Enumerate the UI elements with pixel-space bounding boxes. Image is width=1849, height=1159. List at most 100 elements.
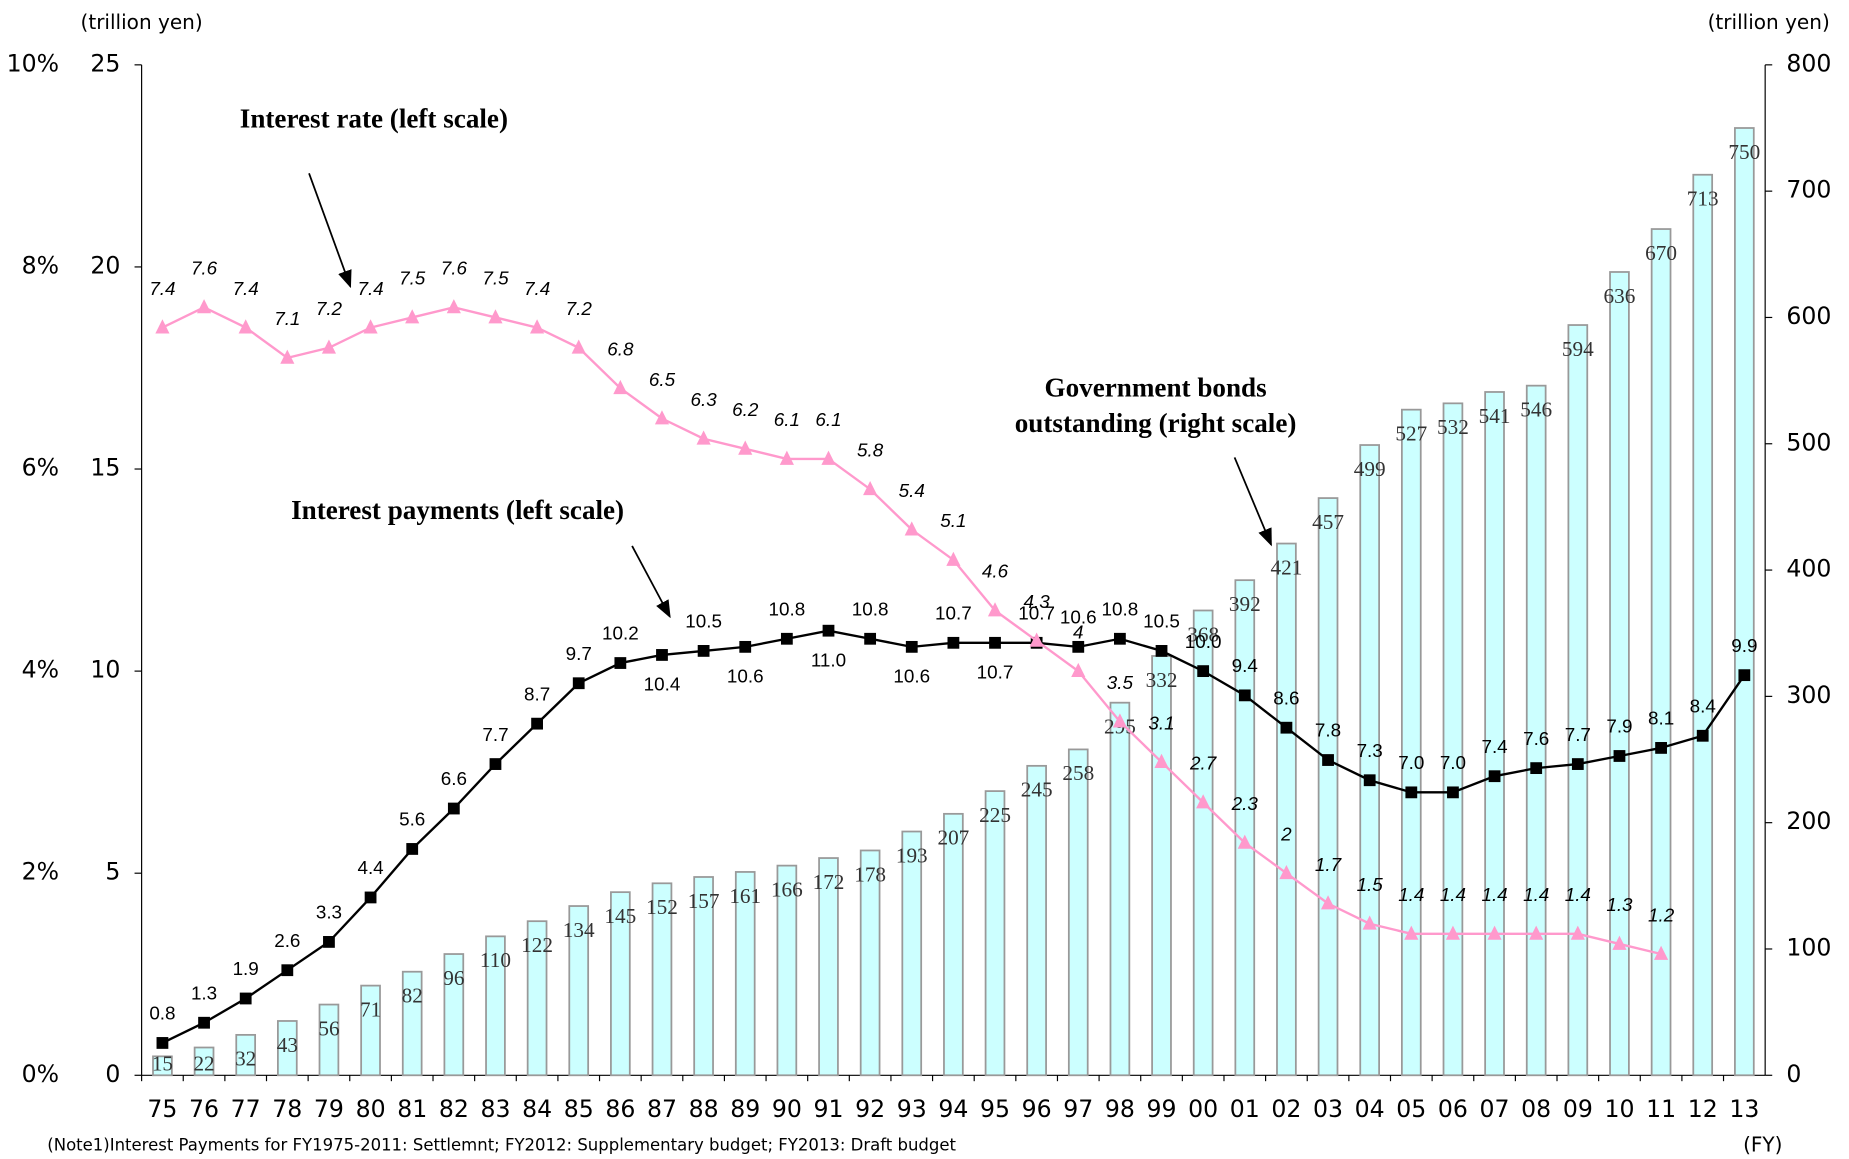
marker [1571, 758, 1584, 770]
payment-label: 10.8 [1102, 598, 1139, 619]
rate-label: 6.2 [732, 399, 759, 420]
x-tick-label: 83 [480, 1095, 510, 1123]
rate-label: 1.4 [1398, 884, 1424, 905]
bar-label: 368 [1187, 622, 1219, 646]
bar [1692, 173, 1714, 1077]
bar [235, 1033, 257, 1077]
bar-label: 15 [152, 1052, 173, 1076]
y-pct-tick-label: 2% [22, 858, 59, 886]
marker [1362, 915, 1377, 930]
x-tick-label: 89 [730, 1095, 760, 1123]
rate-label: 4 [1073, 621, 1084, 642]
payment-label: 10.7 [935, 603, 972, 624]
x-tick-label: 11 [1646, 1095, 1676, 1123]
marker [1072, 640, 1085, 653]
rate-label: 7.4 [149, 278, 175, 299]
bar [859, 849, 881, 1077]
marker [488, 309, 503, 324]
rate-label: 2 [1280, 823, 1292, 844]
x-tick-label: 01 [1230, 1095, 1260, 1123]
marker [1238, 689, 1251, 702]
payment-label: 5.6 [399, 809, 425, 830]
x-tick-label: 13 [1729, 1095, 1759, 1123]
marker [779, 450, 794, 465]
bar-label: 161 [729, 884, 761, 908]
bar-label: 172 [813, 870, 845, 894]
bar-label: 258 [1062, 761, 1094, 785]
rate-label: 2.7 [1189, 753, 1218, 774]
payment-label: 10.0 [1185, 631, 1222, 652]
payment-label: 7.4 [1481, 736, 1507, 757]
bar-label: 546 [1520, 397, 1552, 421]
x-tick-label: 75 [147, 1095, 177, 1123]
x-tick-label: 82 [439, 1095, 469, 1123]
bar-label: 499 [1354, 457, 1386, 481]
payment-label: 10.5 [685, 611, 722, 632]
x-tick-label: 09 [1563, 1095, 1593, 1123]
x-tick-label: 94 [938, 1095, 968, 1123]
bar [1234, 579, 1256, 1077]
bar [776, 864, 798, 1077]
marker [863, 480, 878, 496]
marker [1029, 632, 1044, 647]
rate-label: 1.3 [1606, 894, 1633, 915]
rate-label: 6.1 [815, 409, 841, 430]
marker [613, 379, 628, 395]
marker [531, 717, 543, 730]
payment-label: 8.4 [1690, 695, 1716, 716]
bar [318, 1003, 340, 1077]
rate-label: 1.7 [1315, 854, 1343, 875]
payment-label: 7.0 [1440, 752, 1466, 773]
bar-label: 82 [402, 984, 423, 1008]
y-tick-label: 25 [90, 49, 120, 77]
bar [1609, 271, 1630, 1077]
bar-label: 145 [604, 904, 636, 928]
bar [152, 1055, 173, 1077]
marker [904, 521, 919, 536]
bar-label: 713 [1687, 187, 1719, 211]
x-tick-label: 06 [1438, 1095, 1468, 1123]
bar-label: 71 [360, 997, 381, 1021]
marker [1529, 925, 1544, 940]
marker [946, 551, 961, 566]
bar [1026, 764, 1047, 1077]
marker [1112, 713, 1127, 728]
marker [530, 319, 545, 334]
marker [489, 758, 502, 770]
rate-label: 7.6 [441, 258, 468, 279]
marker [239, 992, 252, 1005]
payment-label: 10.7 [1018, 603, 1055, 624]
bar-label: 527 [1395, 421, 1427, 445]
bar [734, 871, 756, 1077]
marker [572, 677, 585, 690]
marker [406, 843, 419, 855]
marker [1405, 786, 1418, 799]
x-tick-label: 90 [772, 1095, 802, 1123]
payment-label: 10.7 [977, 661, 1014, 682]
marker [822, 624, 835, 637]
bar-label: 750 [1728, 140, 1760, 164]
marker [656, 649, 668, 661]
rate-label: 6.5 [649, 369, 676, 390]
marker [821, 450, 836, 465]
payment-label: 7.3 [1357, 740, 1383, 761]
x-tick-label: 79 [314, 1095, 344, 1123]
y-tick-label: 15 [90, 454, 120, 482]
marker [280, 349, 295, 364]
rate-label: 7.4 [233, 278, 259, 299]
bar-label: 110 [480, 948, 511, 972]
payment-label: 8.1 [1648, 708, 1674, 729]
payment-label: 8.7 [524, 683, 550, 704]
x-tick-label: 81 [397, 1095, 427, 1123]
y-tick-label: 20 [90, 251, 120, 279]
marker [196, 299, 212, 314]
bar [651, 882, 673, 1077]
bar-label: 96 [443, 966, 464, 990]
payment-label: 9.4 [1232, 655, 1258, 676]
marker [1487, 925, 1502, 940]
bar [485, 935, 506, 1077]
marker [321, 339, 337, 354]
y2-tick-label: 100 [1786, 933, 1831, 961]
payment-label: 10.8 [769, 598, 806, 619]
x-tick-label: 95 [980, 1095, 1010, 1123]
